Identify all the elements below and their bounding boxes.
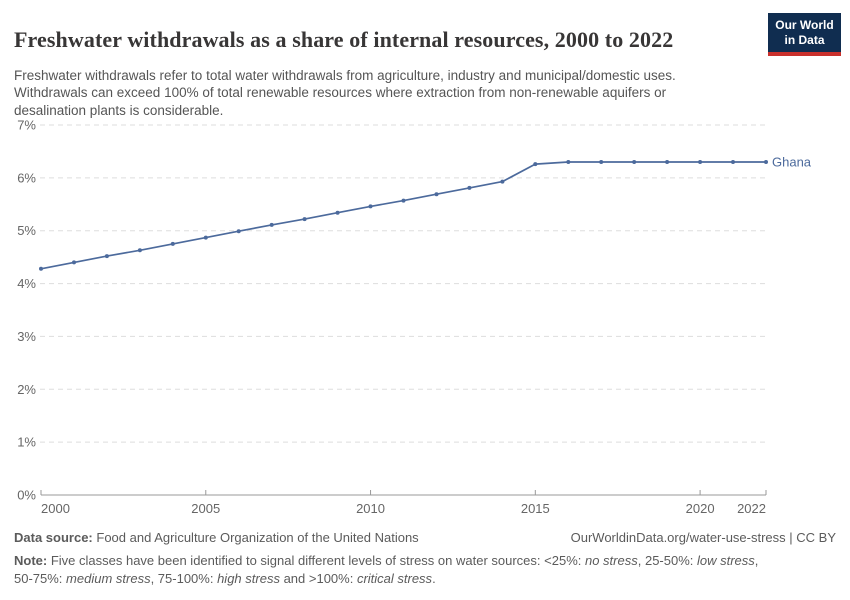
data-point[interactable] (236, 229, 241, 234)
data-point[interactable] (335, 210, 340, 215)
y-tick-label: 7% (17, 118, 36, 133)
note-fragment: and >100%: (279, 570, 357, 586)
data-point[interactable] (731, 160, 735, 164)
data-source-label: Data source: (14, 530, 93, 545)
data-point[interactable] (599, 160, 604, 164)
x-tick-label: 2005 (191, 501, 220, 516)
owid-logo: Our World in Data (768, 13, 841, 56)
note-text: Five classes have been identified to sig… (14, 553, 758, 586)
data-source-line: Data source: Food and Agriculture Organi… (14, 530, 419, 545)
data-point[interactable] (269, 222, 274, 227)
y-tick-label: 0% (17, 488, 36, 503)
owid-logo-line1: Our World (775, 18, 834, 32)
y-tick-label: 3% (17, 329, 36, 344)
note-fragment: , 75-100%: (150, 570, 218, 586)
chart-note: Note: Five classes have been identified … (14, 552, 776, 588)
y-tick-label: 5% (17, 223, 36, 238)
data-point[interactable] (170, 241, 175, 246)
note-stress-class: medium stress (66, 570, 151, 586)
x-tick-label: 2000 (41, 501, 70, 516)
chart-footer: Data source: Food and Agriculture Organi… (14, 530, 836, 588)
data-point[interactable] (368, 204, 373, 209)
note-fragment: . (432, 570, 436, 586)
note-fragment: Five classes have been identified to sig… (50, 553, 585, 568)
note-stress-class: high stress (217, 570, 280, 586)
note-stress-class: no stress (584, 553, 638, 568)
note-stress-class: critical stress (356, 570, 433, 586)
x-tick-label: 2010 (356, 501, 385, 516)
y-tick-label: 1% (17, 435, 36, 450)
data-point[interactable] (39, 266, 43, 271)
page-title: Freshwater withdrawals as a share of int… (14, 26, 674, 52)
data-point[interactable] (72, 260, 76, 265)
chart-canvas: 0% 1% 2% 3% 4% 5% 6% 7% 2000 2005 2010 2015 2020 2022… (17, 118, 812, 517)
x-tick-label: 2015 (521, 501, 550, 516)
data-point[interactable] (137, 248, 142, 253)
note-fragment: , 25-50%: (637, 553, 697, 568)
data-point[interactable] (566, 160, 571, 164)
attribution-link[interactable]: OurWorldinData.org/water-use-stress | CC… (570, 530, 836, 545)
data-point[interactable] (467, 185, 472, 190)
data-point[interactable] (698, 160, 703, 164)
series-end-label[interactable]: Ghana (772, 155, 812, 170)
owid-logo-line2: in Data (784, 33, 825, 47)
y-tick-label: 4% (17, 276, 36, 291)
data-point[interactable] (203, 235, 208, 240)
y-tick-label: 6% (17, 170, 36, 185)
note-label: Note: (14, 553, 48, 568)
x-tick-label: 2020 (686, 501, 715, 516)
note-fragment: , 50-75%: (14, 553, 759, 586)
data-point[interactable] (500, 179, 505, 184)
data-point[interactable] (665, 160, 670, 164)
data-source-text: Food and Agriculture Organization of the… (96, 530, 419, 545)
chart-subtitle: Freshwater withdrawals refer to total wa… (14, 67, 676, 119)
data-point[interactable] (104, 254, 109, 259)
data-point[interactable] (434, 192, 439, 197)
y-tick-label: 2% (17, 382, 36, 397)
data-point[interactable] (764, 160, 768, 164)
x-tick-label: 2022 (737, 501, 766, 516)
data-point[interactable] (302, 217, 307, 222)
data-point[interactable] (533, 162, 538, 167)
data-point[interactable] (632, 160, 637, 164)
data-point[interactable] (401, 198, 406, 203)
note-stress-class: low stress (697, 553, 755, 568)
